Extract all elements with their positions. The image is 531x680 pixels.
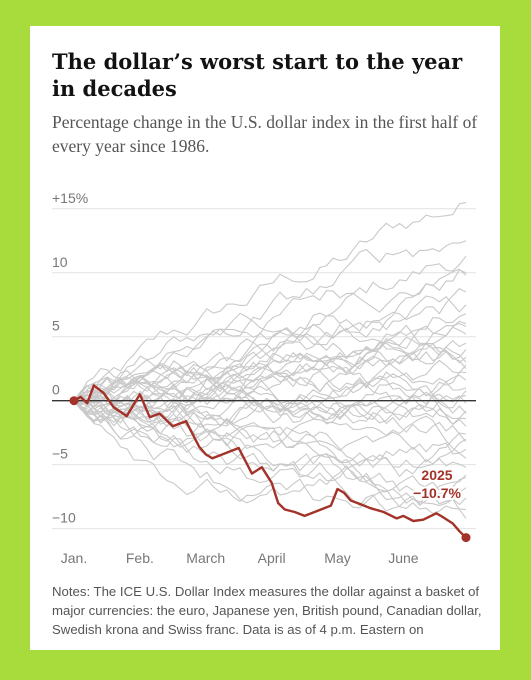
series-label: 2025 [421, 467, 452, 483]
x-tick-label: March [186, 550, 225, 566]
y-axis-tick-labels: +15% 10 5 0 −5 −10 [52, 190, 88, 526]
other-year-line [73, 397, 467, 478]
y-tick-label: 10 [52, 254, 68, 270]
other-year-line [73, 400, 467, 494]
end-point [461, 533, 471, 543]
other-year-line [73, 366, 467, 413]
x-tick-label: April [258, 550, 286, 566]
other-year-line [73, 295, 467, 407]
other-year-line [73, 336, 467, 402]
highlight-series-2025: 2025 −10.7% [69, 384, 471, 543]
other-year-line [73, 240, 467, 402]
other-year-line [74, 398, 467, 455]
other-year-line [73, 400, 467, 506]
other-years-lines [73, 201, 467, 519]
other-year-line [73, 390, 467, 425]
x-axis-tick-labels: Jan. Feb. March April May June [61, 550, 419, 566]
other-year-line [73, 376, 467, 425]
other-year-line [73, 400, 467, 519]
y-tick-label: 0 [52, 382, 60, 398]
other-year-line [73, 389, 467, 425]
y-tick-label: −10 [52, 510, 76, 526]
start-point [69, 396, 79, 406]
chart-notes: Notes: The ICE U.S. Dollar Index measure… [52, 584, 482, 637]
x-tick-label: June [388, 550, 419, 566]
x-tick-label: Jan. [61, 550, 87, 566]
other-year-line [73, 288, 467, 402]
other-year-line [73, 269, 467, 402]
other-year-line [73, 399, 467, 515]
other-year-line [73, 341, 467, 414]
other-year-line [73, 398, 467, 459]
chart-title: The dollar’s worst start to the year in … [52, 49, 463, 101]
chart-card: The dollar’s worst start to the year in … [30, 26, 500, 650]
series-line-2025 [73, 384, 467, 539]
y-tick-label: +15% [52, 190, 88, 206]
chart-subtitle: Percentage change in the U.S. dollar ind… [52, 112, 478, 156]
other-year-line [73, 394, 467, 493]
y-tick-label: −5 [52, 446, 68, 462]
x-tick-label: May [324, 550, 350, 566]
series-value-label: −10.7% [413, 485, 461, 501]
line-chart: +15% 10 5 0 −5 −10 2025 −10.7% Jan. Feb. March Ap… [52, 190, 476, 566]
x-tick-label: Feb. [126, 550, 154, 566]
other-year-line [73, 201, 467, 402]
other-year-line [73, 255, 467, 420]
other-year-line [73, 362, 467, 414]
other-year-line [73, 322, 467, 429]
other-year-line [73, 400, 467, 512]
y-tick-label: 5 [52, 318, 60, 334]
